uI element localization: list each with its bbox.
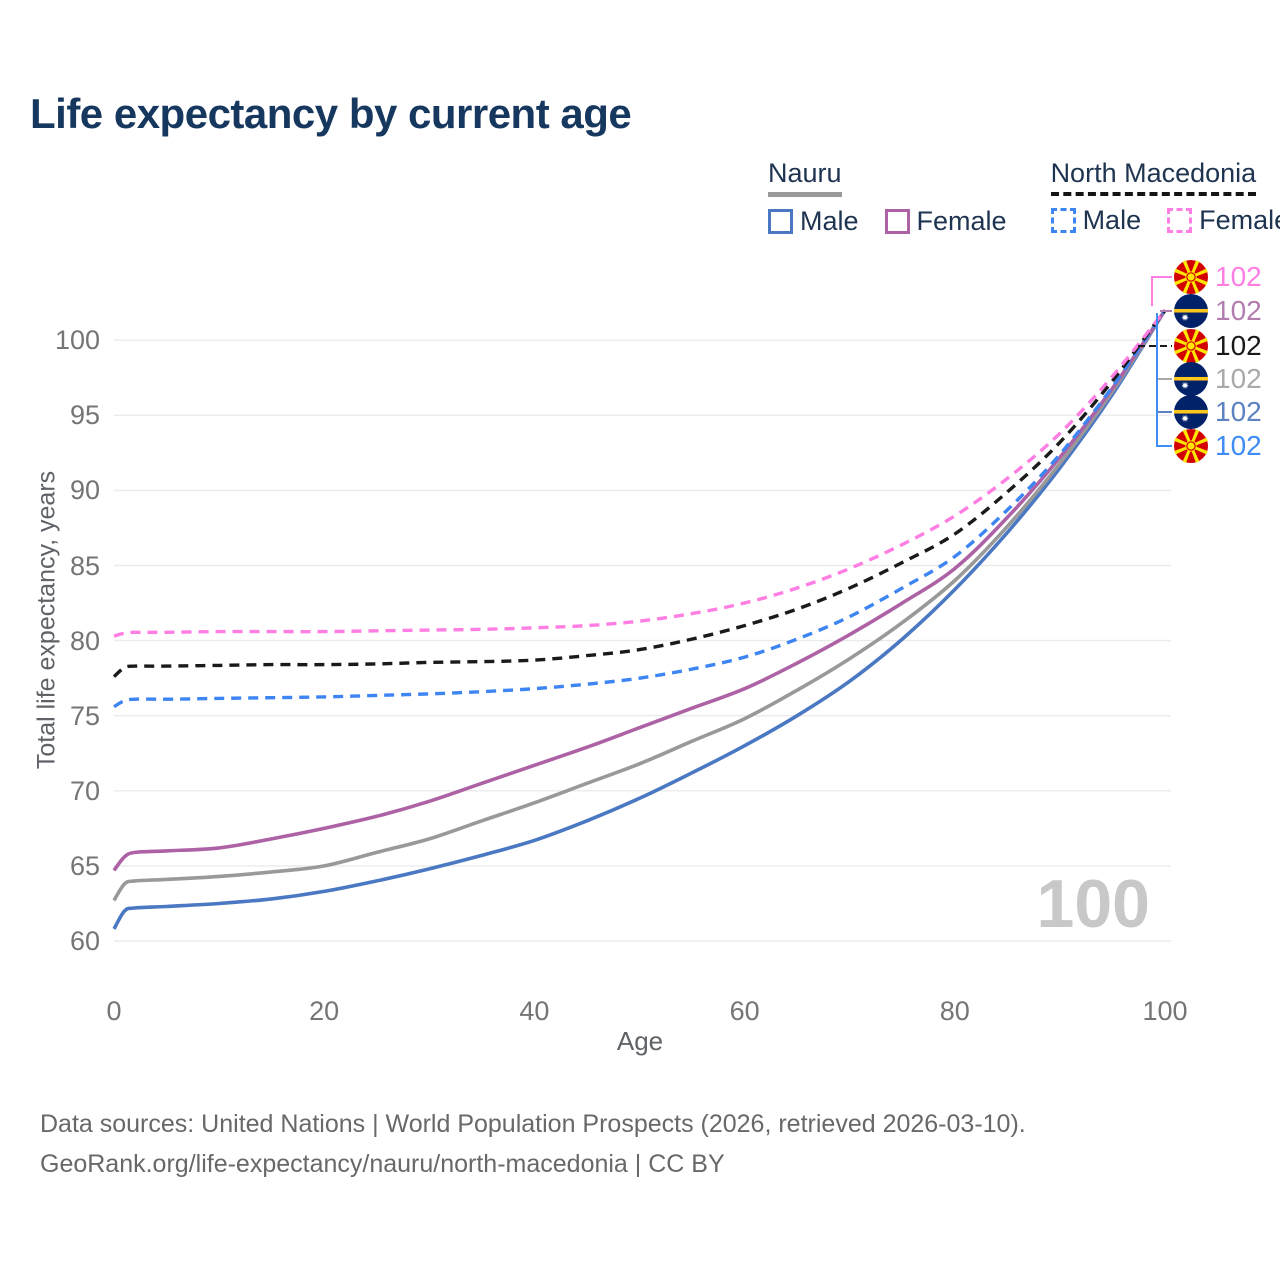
legend-item-north-macedonia-female[interactable]: Female bbox=[1167, 205, 1280, 236]
y-axis-title: Total life expectancy, years bbox=[32, 470, 61, 770]
legend-country-label: North Macedonia bbox=[1050, 158, 1257, 197]
x-tick-label-20: 20 bbox=[309, 996, 340, 1026]
footer-attribution: GeoRank.org/life-expectancy/nauru/north-… bbox=[40, 1150, 725, 1178]
legend-group-north-macedonia: North Macedonia Male Female bbox=[1050, 158, 1280, 237]
end-label-value: 102 bbox=[1215, 261, 1262, 292]
legend-swatch-icon bbox=[768, 209, 793, 235]
age-counter-watermark: 100 bbox=[1036, 866, 1150, 942]
y-tick-label-90: 90 bbox=[69, 475, 100, 506]
legend-item-label: Male bbox=[800, 206, 859, 237]
chart-title: Life expectancy by current age bbox=[30, 90, 632, 137]
legend-country-label: Nauru bbox=[768, 158, 842, 198]
legend-swatch-icon bbox=[1167, 208, 1193, 234]
legend-item-label: Male bbox=[1082, 205, 1142, 236]
legend-item-label: Female bbox=[1199, 205, 1280, 236]
legend-item-nauru-male[interactable]: Male bbox=[768, 206, 859, 237]
x-tick-label-40: 40 bbox=[519, 996, 550, 1026]
series-line-nauru-both-sexes bbox=[112, 309, 1167, 902]
x-axis-title: Age bbox=[616, 1026, 664, 1056]
north-macedonia-flag-icon bbox=[1174, 429, 1208, 463]
north-macedonia-flag-icon bbox=[1174, 260, 1208, 294]
end-label-north-macedonia-male: 102 bbox=[1174, 429, 1262, 463]
legend-swatch-icon bbox=[1050, 208, 1076, 234]
legend: Nauru Male Female North Macedonia Male Female bbox=[768, 158, 1280, 237]
x-tick-label-0: 0 bbox=[106, 996, 122, 1026]
y-tick-label-80: 80 bbox=[69, 625, 100, 656]
legend-item-north-macedonia-male[interactable]: Male bbox=[1050, 205, 1142, 236]
series-line-nauru-female bbox=[112, 309, 1167, 872]
y-tick-label-100: 100 bbox=[54, 325, 100, 356]
legend-group-nauru: Nauru Male Female bbox=[768, 158, 1007, 237]
end-label-north-macedonia-female: 102 bbox=[1174, 260, 1262, 294]
y-tick-label-95: 95 bbox=[69, 400, 100, 431]
nauru-flag-icon bbox=[1174, 362, 1208, 396]
y-tick-label-65: 65 bbox=[69, 850, 100, 881]
series-line-nauru-male bbox=[112, 309, 1167, 930]
x-tick-label-80: 80 bbox=[939, 996, 970, 1026]
nauru-flag-icon bbox=[1174, 395, 1208, 429]
end-label-connector-5 bbox=[1156, 313, 1172, 447]
y-tick-label-60: 60 bbox=[69, 926, 100, 956]
end-label-nauru-male: 102 bbox=[1174, 395, 1262, 429]
series-line-north-macedonia-both-sexes bbox=[112, 309, 1167, 678]
series-line-north-macedonia-male bbox=[113, 309, 1167, 709]
end-label-connector-0 bbox=[1151, 276, 1172, 307]
end-label-nauru-both-sexes: 102 bbox=[1174, 362, 1262, 396]
end-label-value: 102 bbox=[1215, 396, 1262, 427]
north-macedonia-flag-icon bbox=[1174, 329, 1208, 363]
x-tick-label-60: 60 bbox=[729, 996, 760, 1026]
chart-footer: Data sources: United Nations | World Pop… bbox=[40, 1104, 1026, 1184]
y-tick-label-75: 75 bbox=[69, 700, 100, 731]
end-label-nauru-female: 102 bbox=[1174, 294, 1262, 328]
end-label-value: 102 bbox=[1215, 363, 1262, 394]
end-label-value: 102 bbox=[1215, 295, 1262, 326]
end-label-value: 102 bbox=[1215, 330, 1262, 361]
y-tick-label-85: 85 bbox=[69, 550, 100, 581]
series-line-north-macedonia-female bbox=[113, 309, 1167, 638]
legend-swatch-icon bbox=[884, 209, 910, 235]
footer-data-sources: Data sources: United Nations | World Pop… bbox=[40, 1110, 1026, 1138]
x-tick-label-100: 100 bbox=[1142, 996, 1188, 1026]
legend-item-label: Female bbox=[916, 206, 1007, 237]
nauru-flag-icon bbox=[1174, 294, 1208, 328]
legend-item-nauru-female[interactable]: Female bbox=[884, 206, 1007, 237]
y-tick-label-70: 70 bbox=[69, 775, 100, 806]
end-label-north-macedonia-both-sexes: 102 bbox=[1174, 329, 1262, 363]
end-label-value: 102 bbox=[1215, 430, 1262, 461]
